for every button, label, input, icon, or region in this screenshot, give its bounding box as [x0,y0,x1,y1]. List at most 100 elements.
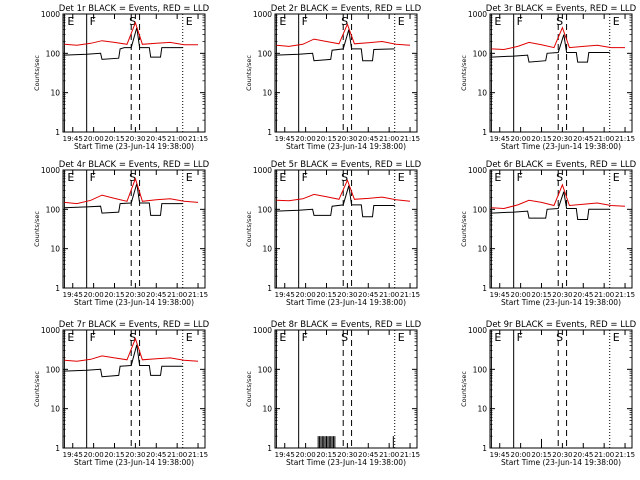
y-tick-label: 100 [473,49,488,58]
lld-series-line [491,26,625,51]
y-tick-label: 1 [55,284,60,293]
event-marker-label: S [341,331,348,344]
chart-panel: Det 4r BLACK = Events, RED = LLD 1 10 100 10… [33,160,210,307]
chart-panel: Det 1r BLACK = Events, RED = LLD 1 10 100 10… [33,4,210,151]
x-tick-label: 21:15 [188,135,208,143]
lld-series-line [64,177,199,205]
x-tick-label: 20:30 [337,291,357,299]
x-axis-label: Start Time (23-Jun-14 19:38:00) [74,458,194,467]
event-marker-label: E [494,15,501,28]
y-tick-label: 1 [55,444,60,453]
y-tick-label: 100 [258,49,273,58]
x-tick-label: 20:15 [531,451,551,459]
x-tick-label: 21:00 [594,135,614,143]
y-axis-label: Counts/sec [245,211,253,247]
event-marker-label: S [129,15,136,28]
x-tick-label: 21:00 [379,291,399,299]
event-marker-label: F [517,331,523,344]
y-tick-label: 10 [477,89,487,98]
event-marker-label: E [398,171,405,184]
x-tick-label: 19:45 [63,291,83,299]
x-axis-label: Start Time (23-Jun-14 19:38:00) [501,458,621,467]
event-marker-label: E [279,15,286,28]
chart-title: Det 5r BLACK = Events, RED = LLD [271,160,422,170]
chart-title: Det 4r BLACK = Events, RED = LLD [59,160,210,170]
lld-series-line [491,183,626,210]
x-tick-label: 20:15 [104,451,124,459]
event-marker-label: E [67,15,74,28]
y-tick-label: 10 [262,89,272,98]
x-tick-label: 20:00 [84,135,104,143]
x-tick-label: 21:15 [400,291,420,299]
x-tick-label: 20:00 [84,451,104,459]
plot-frame [62,169,206,289]
event-marker-label: E [398,331,405,344]
plot-frame [274,13,418,133]
x-tick-label: 20:45 [573,291,593,299]
event-marker-label: E [494,171,501,184]
y-tick-label: 10 [262,405,272,414]
x-tick-label: 20:15 [104,291,124,299]
x-tick-label: 19:45 [490,451,510,459]
x-axis-label: Start Time (23-Jun-14 19:38:00) [74,142,194,151]
x-tick-label: 21:15 [400,135,420,143]
x-tick-label: 21:00 [594,291,614,299]
event-marker-label: S [129,171,136,184]
event-marker-label: E [279,171,286,184]
event-marker-label: S [341,171,348,184]
x-tick-label: 20:45 [358,451,378,459]
event-marker-label: F [90,15,96,28]
chart-title: Det 3r BLACK = Events, RED = LLD [486,4,637,14]
y-tick-label: 100 [46,205,61,214]
chart-title: Det 8r BLACK = Events, RED = LLD [271,320,422,330]
x-tick-label: 21:15 [615,135,635,143]
plot-frame [489,329,633,449]
chart-panel: Det 6r BLACK = Events, RED = LLD 1 10 100 10… [460,160,637,307]
y-tick-label: 100 [258,365,273,374]
x-tick-label: 19:45 [275,291,295,299]
y-tick-label: 1000 [41,326,60,335]
y-tick-label: 1000 [253,326,272,335]
y-tick-label: 1 [55,128,60,137]
y-tick-label: 1000 [41,10,60,19]
y-tick-label: 100 [46,49,61,58]
x-tick-label: 21:15 [188,291,208,299]
x-tick-label: 20:00 [84,291,104,299]
y-tick-label: 1000 [468,166,487,175]
x-tick-label: 20:00 [511,451,531,459]
y-tick-label: 100 [258,205,273,214]
x-tick-label: 20:30 [125,451,145,459]
lld-series-line [64,21,198,46]
event-marker-label: F [302,331,308,344]
y-tick-label: 1000 [253,10,272,19]
lld-series-line [276,22,411,47]
y-tick-label: 10 [477,245,487,254]
y-axis-label: Counts/sec [460,371,468,407]
x-tick-label: 20:45 [573,135,593,143]
event-marker-label: E [186,331,193,344]
event-marker-label: S [129,331,136,344]
y-tick-label: 1000 [468,10,487,19]
events-series-line [64,344,183,378]
event-marker-label: E [398,15,405,28]
x-tick-label: 20:45 [146,451,166,459]
y-tick-label: 1 [267,284,272,293]
y-axis-label: Counts/sec [33,371,41,407]
x-tick-label: 19:45 [63,451,83,459]
x-tick-label: 21:00 [167,451,187,459]
x-axis-label: Start Time (23-Jun-14 19:38:00) [501,298,621,307]
events-series-line [276,29,395,62]
event-marker-label: E [613,15,620,28]
x-tick-label: 20:15 [316,451,336,459]
y-tick-label: 1000 [41,166,60,175]
x-tick-label: 19:45 [490,135,510,143]
events-series-line [64,183,183,216]
y-tick-label: 10 [50,89,60,98]
y-tick-label: 1000 [253,166,272,175]
x-axis-label: Start Time (23-Jun-14 19:38:00) [286,142,406,151]
chart-title: Det 9r BLACK = Events, RED = LLD [486,320,637,330]
event-marker-label: F [302,171,308,184]
events-series-line [276,185,395,218]
x-tick-label: 20:00 [296,291,316,299]
x-tick-label: 19:45 [490,291,510,299]
